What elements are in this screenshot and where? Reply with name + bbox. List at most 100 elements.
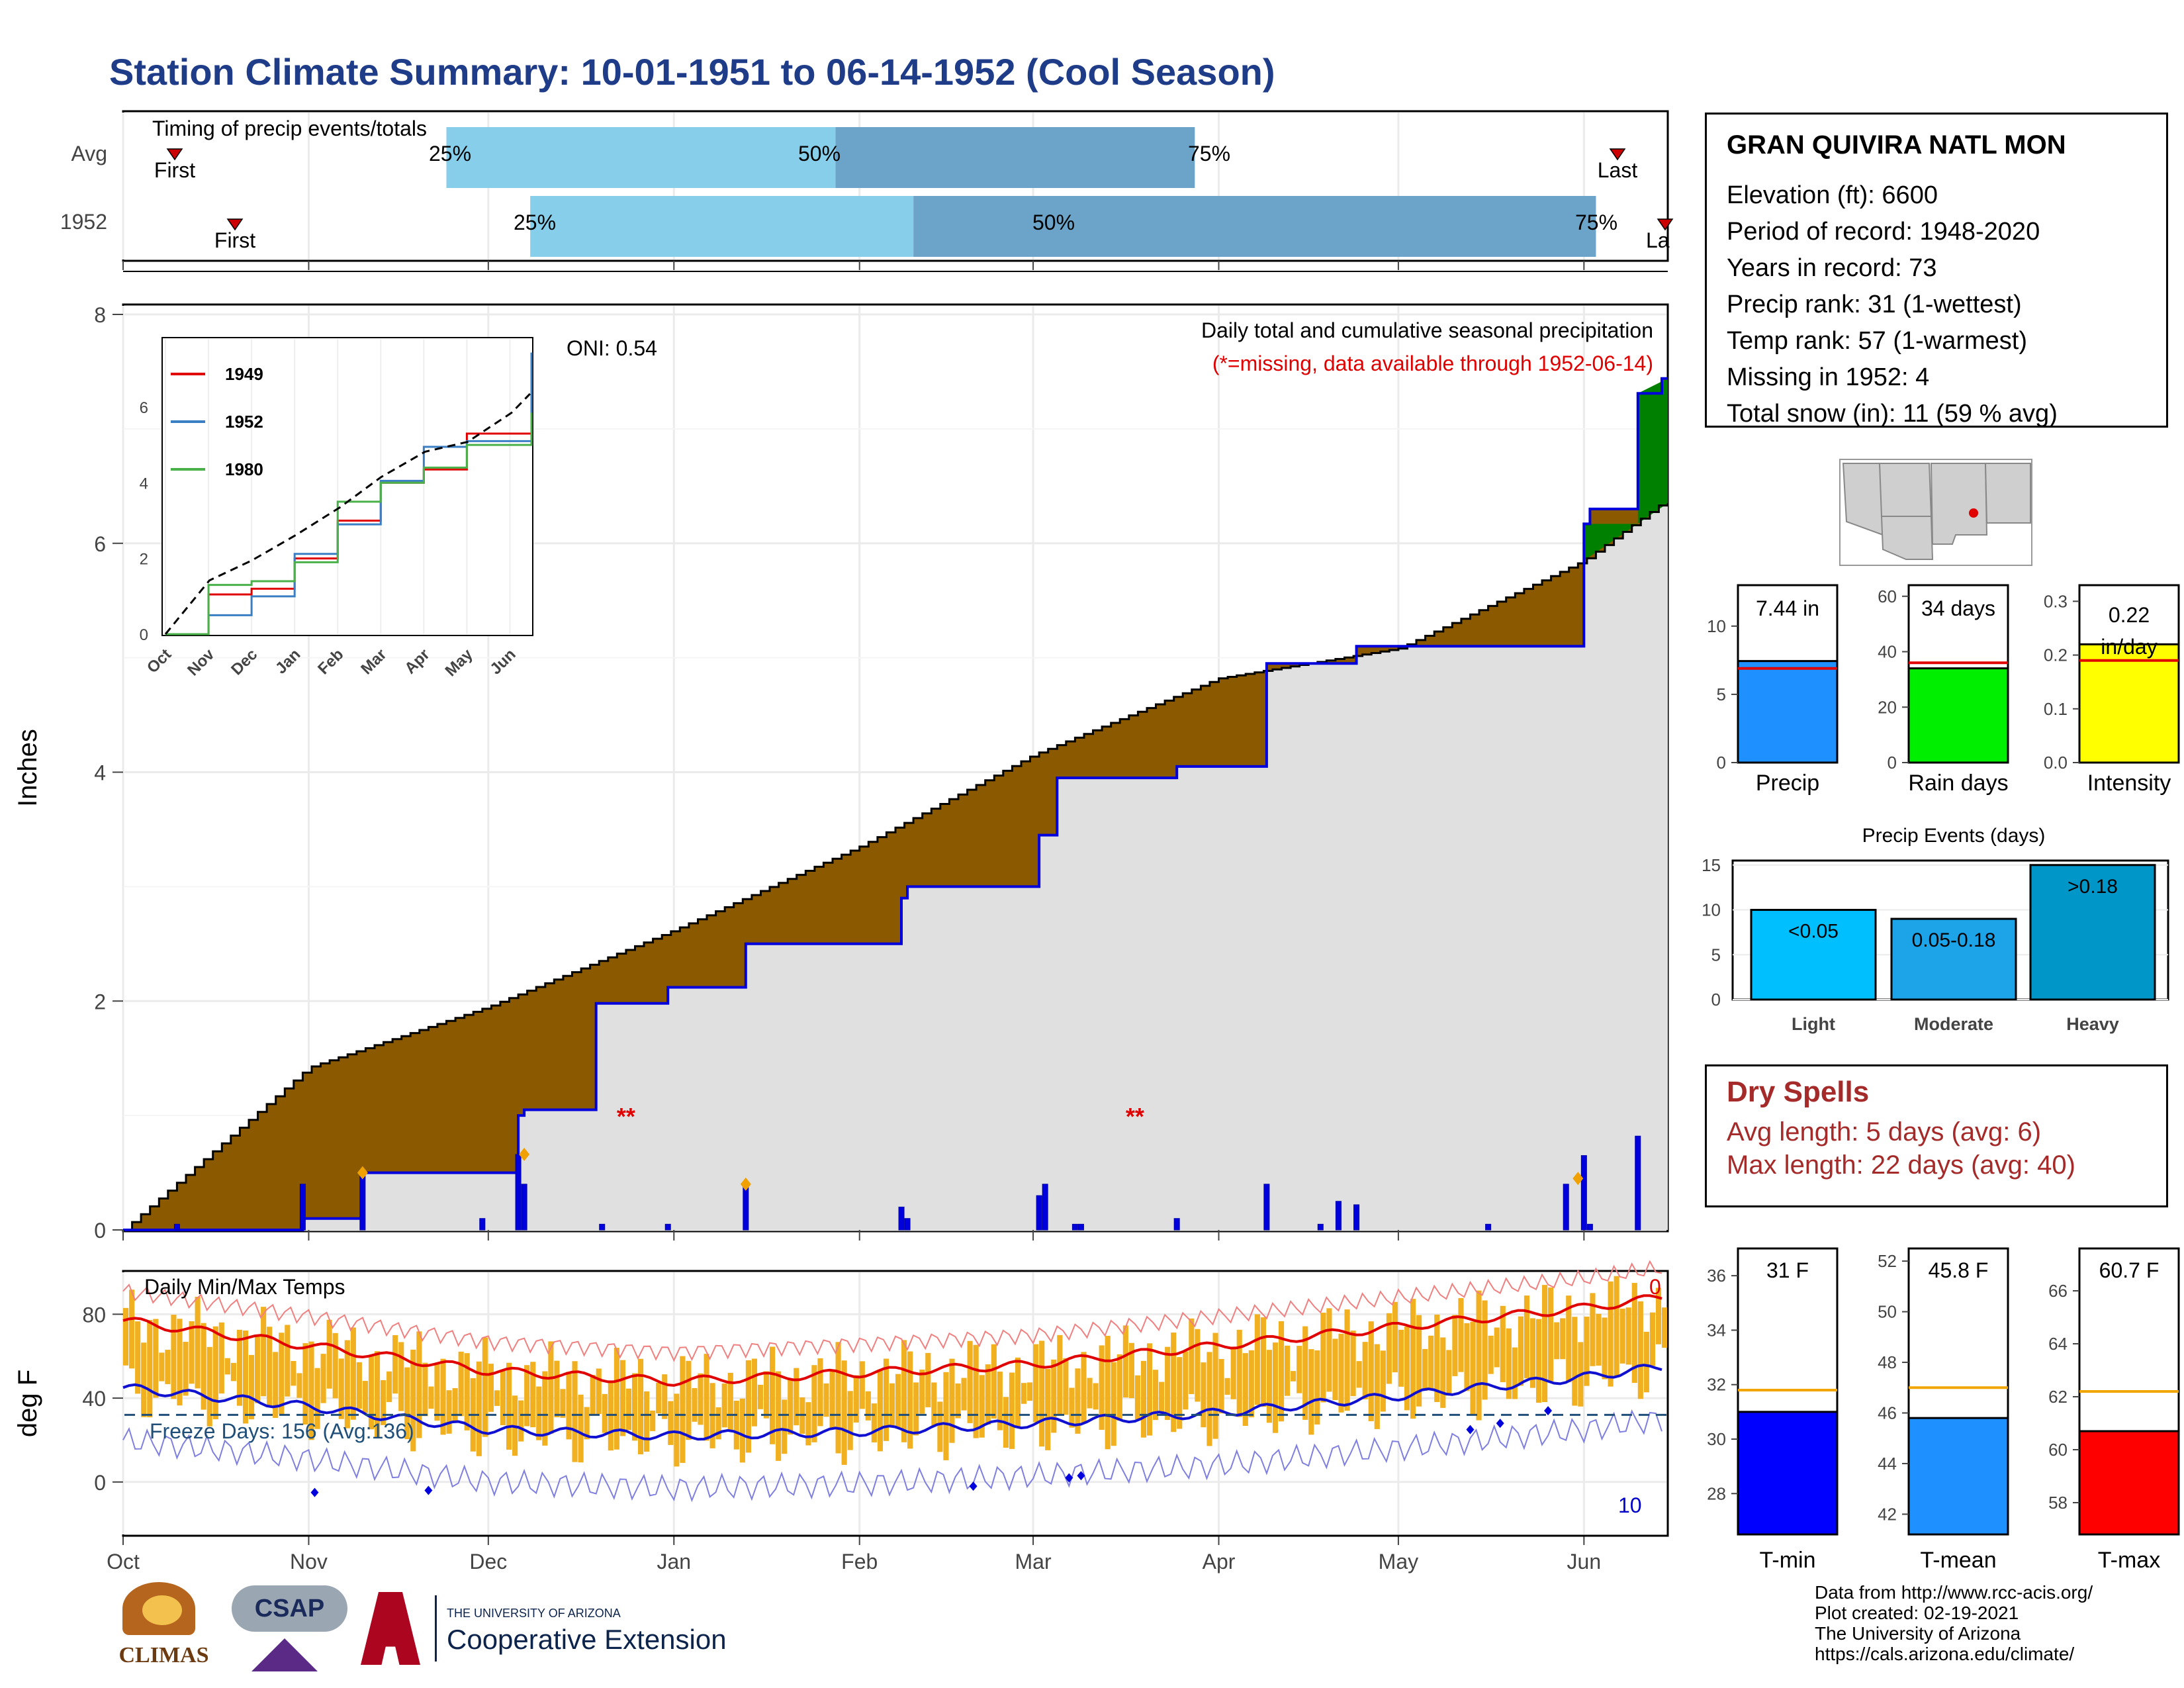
first-avg-marker: [166, 148, 183, 161]
timing-panel: Timing of precip events/totals Avg 1952 …: [60, 110, 1674, 272]
tbar-value: 60.7 F: [2099, 1258, 2160, 1282]
station-missing: Missing in 1952: 4: [1727, 363, 1930, 391]
daily-temp-range-bar: [446, 1390, 452, 1434]
daily-precip-bar: [664, 1223, 671, 1231]
tbar-tick-label: 44: [1878, 1454, 1897, 1474]
daily-temp-range-bar: [811, 1365, 817, 1442]
tbar-tick-label: 64: [2048, 1334, 2068, 1354]
daily-temp-range-bar: [326, 1319, 332, 1389]
daily-temp-range-bar: [1596, 1313, 1602, 1366]
daily-temp-range-bar: [1470, 1321, 1476, 1416]
daily-temp-range-bar: [206, 1346, 212, 1427]
daily-temp-range-bar: [865, 1391, 871, 1421]
month-label: May: [1379, 1550, 1418, 1573]
precip-note-1: Daily total and cumulative seasonal prec…: [1201, 318, 1653, 342]
tbar-tick-label: 46: [1878, 1403, 1897, 1423]
daily-temp-range-bar: [1529, 1318, 1536, 1388]
daily-precip-bar: [1071, 1223, 1078, 1231]
timing-1952-75: 75%: [1575, 211, 1617, 234]
daily-temp-range-bar: [165, 1350, 171, 1384]
daily-temp-range-bar: [727, 1372, 733, 1431]
daily-temp-range-bar: [1183, 1351, 1189, 1410]
daily-temp-range-bar: [224, 1358, 230, 1375]
inset-legend-label: 1949: [225, 364, 263, 384]
events-bar-moderate: [1890, 917, 2017, 1001]
daily-temp-range-bar: [1171, 1333, 1177, 1432]
daily-temp-range-bar: [1476, 1290, 1482, 1421]
summary-bar-label: Intensity: [2087, 771, 2171, 796]
daily-temp-range-bar: [608, 1382, 614, 1451]
daily-temp-range-bar: [829, 1372, 835, 1429]
daily-temp-range-bar: [656, 1382, 662, 1414]
tbar-tick-label: 28: [1707, 1483, 1726, 1503]
summary-tick-label: 10: [1707, 616, 1726, 636]
daily-temp-range-bar: [1153, 1370, 1159, 1421]
daily-temp-range-bar: [1500, 1305, 1506, 1383]
summary-tick-label: 60: [1878, 586, 1897, 606]
daily-temp-range-bar: [1248, 1350, 1254, 1418]
daily-temp-range-bar: [440, 1358, 446, 1435]
daily-precip-bar: [1353, 1204, 1360, 1231]
tbar-label: T-mean: [1920, 1548, 1996, 1573]
daily-temp-range-bar: [625, 1388, 632, 1430]
daily-temp-range-bar: [572, 1361, 578, 1462]
events-bar-heavy: [2029, 864, 2156, 1001]
avg-50-75-bar: [835, 127, 1195, 188]
daily-temp-range-bar: [452, 1388, 458, 1421]
daily-temp-range-bar: [991, 1344, 997, 1419]
daily-temp-range-bar: [387, 1371, 392, 1403]
daily-temp-range-bar: [1518, 1316, 1524, 1386]
daily-precip-bar: [1635, 1135, 1641, 1231]
daily-temp-range-bar: [434, 1364, 440, 1421]
daily-temp-range-bar: [973, 1344, 979, 1438]
daily-temp-range-bar: [1099, 1345, 1105, 1430]
daily-temp-range-bar: [913, 1382, 919, 1436]
daily-temp-range-bar: [1081, 1352, 1087, 1423]
daily-temp-range-bar: [859, 1361, 865, 1409]
last-1952-label: La: [1646, 228, 1670, 252]
tbar-tick-label: 60: [2048, 1440, 2068, 1460]
daily-temp-range-bar: [1506, 1328, 1512, 1399]
daily-temp-range-bar: [1128, 1342, 1134, 1399]
temp-panel: 0 40 80 Daily Min/Max Temps Freeze Days: 1…: [13, 1260, 1669, 1537]
daily-temp-range-bar: [1392, 1301, 1398, 1373]
daily-temp-range-bar: [129, 1289, 135, 1369]
last-avg-marker: [1609, 148, 1626, 161]
daily-temp-range-bar: [1614, 1276, 1619, 1378]
precip-note-2: (*=missing, data available through 1952-…: [1212, 352, 1653, 375]
events-tick-label: 15: [1702, 855, 1721, 875]
precip-ytick-label: 4: [94, 761, 106, 785]
month-label: Mar: [1015, 1550, 1052, 1573]
daily-temp-range-bar: [422, 1362, 428, 1417]
daily-temp-range-bar: [1105, 1336, 1111, 1450]
station-info-box: GRAN QUIVIRA NATL MON Elevation (ft): 66…: [1705, 113, 2168, 428]
daily-temp-range-bar: [344, 1340, 350, 1429]
daily-temp-range-bar: [1140, 1360, 1147, 1438]
timing-avg-50: 50%: [798, 142, 841, 165]
record-cold-marker: [1065, 1473, 1073, 1483]
daily-temp-range-bar: [398, 1342, 404, 1411]
daily-temp-range-bar: [1134, 1375, 1141, 1420]
1952-50-75-bar: [913, 196, 1596, 257]
record-max-line: [122, 1260, 1662, 1362]
daily-temp-range-bar: [242, 1330, 249, 1424]
daily-temp-range-bar: [1278, 1321, 1285, 1422]
record-cold-marker: [969, 1481, 978, 1491]
daily-temp-range-bar: [602, 1393, 608, 1433]
summary-bar-unit: in/day: [2101, 635, 2157, 659]
daily-temp-range-bar: [536, 1386, 542, 1440]
locator-map: [1839, 459, 2032, 566]
timing-1952-25: 25%: [514, 211, 556, 234]
daily-temp-range-bar: [1027, 1382, 1033, 1401]
oni-label: ONI: 0.54: [567, 336, 657, 360]
tbar-tick-label: 42: [1878, 1504, 1897, 1524]
daily-precip-bar: [743, 1186, 749, 1231]
credit-plot-date: Plot created: 02-19-2021: [1815, 1603, 2019, 1623]
last-avg-label: Last: [1598, 158, 1638, 182]
tbar-tick-label: 58: [2048, 1493, 2068, 1513]
freeze-days-label: Freeze Days: 156 (Avg:136): [150, 1419, 414, 1443]
record-cold-marker: [424, 1485, 433, 1495]
tbar-tick-label: 34: [1707, 1320, 1726, 1340]
daily-temp-range-bar: [1350, 1331, 1356, 1397]
daily-precip-bar: [1580, 1155, 1587, 1231]
